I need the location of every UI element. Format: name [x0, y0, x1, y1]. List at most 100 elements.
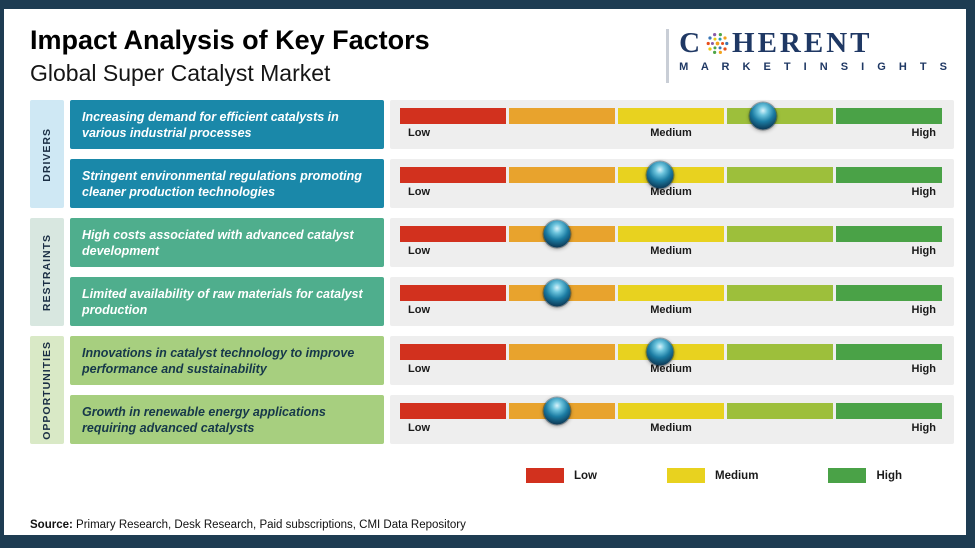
bar-segment: [400, 108, 506, 125]
bar-segment: [836, 285, 942, 302]
impact-marker: [646, 338, 674, 366]
legend-item-high: High: [828, 468, 902, 484]
scale-label-low: Low: [408, 422, 430, 435]
bar-segment: [509, 108, 615, 125]
factor-box: Increasing demand for efficient catalyst…: [70, 100, 384, 150]
bar-segment: [727, 344, 833, 361]
impact-bar-panel: Low High Medium: [390, 159, 954, 209]
bar-segment: [400, 403, 506, 420]
group-label-text: OPPORTUNITIES: [41, 340, 53, 440]
header: Impact Analysis of Key Factors Global Su…: [4, 9, 966, 86]
legend-label: Low: [573, 469, 597, 482]
group-label-restraints: RESTRAINTS: [30, 218, 64, 327]
scale-labels: Low High Medium: [400, 187, 942, 198]
source-text: Primary Research, Desk Research, Paid su…: [72, 519, 466, 531]
logo-text: C: [679, 29, 952, 74]
logo-letter-c: C: [679, 27, 704, 59]
impact-rows-grid: DRIVERS Increasing demand for efficient …: [30, 100, 954, 445]
page-title: Impact Analysis of Key Factors: [30, 25, 430, 55]
scale-label-low: Low: [408, 245, 430, 258]
legend-swatch-high: [828, 468, 867, 484]
dotted-globe-icon: [706, 33, 729, 54]
factor-text: Stringent environmental regulations prom…: [82, 168, 362, 199]
factor-box: Innovations in catalyst technology to im…: [70, 336, 384, 386]
factor-text: Increasing demand for efficient catalyst…: [82, 109, 339, 140]
scale-labels: Low High Medium: [400, 246, 942, 257]
impact-marker: [749, 102, 777, 130]
bar-segment: [618, 285, 724, 302]
scale-label-high: High: [911, 186, 936, 199]
bar-segment: [727, 108, 833, 125]
scale-label-medium: Medium: [650, 245, 692, 258]
logo-wordmark: C: [679, 29, 952, 58]
bar-track: [400, 220, 942, 248]
impact-marker: [543, 397, 571, 425]
scale-label-medium: Medium: [650, 422, 692, 435]
scale-label-high: High: [911, 363, 936, 376]
scale-label-medium: Medium: [650, 127, 692, 140]
scale-label-medium: Medium: [650, 304, 692, 317]
legend-swatch-low: [525, 468, 564, 484]
titles-block: Impact Analysis of Key Factors Global Su…: [30, 25, 430, 86]
impact-marker: [543, 279, 571, 307]
impact-bar-panel: Low High Medium: [390, 218, 954, 268]
scale-label-low: Low: [408, 304, 430, 317]
bar-segment: [836, 403, 942, 420]
factor-text: High costs associated with advanced cata…: [82, 227, 354, 258]
scale-label-high: High: [911, 127, 936, 140]
logo-letters-rest: HERENT: [732, 27, 873, 59]
group-label-drivers: DRIVERS: [30, 100, 64, 209]
logo-tagline: M A R K E T I N S I G H T S: [679, 61, 952, 73]
bar-track: [400, 102, 942, 130]
scale-label-medium: Medium: [650, 363, 692, 376]
scale-labels: Low High Medium: [400, 128, 942, 139]
bar-track: [400, 397, 942, 425]
logo-divider: [666, 29, 670, 83]
factor-box: High costs associated with advanced cata…: [70, 218, 384, 268]
bar-segment: [836, 167, 942, 184]
scale-label-low: Low: [408, 186, 430, 199]
factor-text: Growth in renewable energy applications …: [82, 404, 326, 435]
bar-segment: [618, 403, 724, 420]
legend-swatch-medium: [666, 468, 705, 484]
group-label-text: RESTRAINTS: [41, 233, 53, 311]
scale-labels: Low High Medium: [400, 423, 942, 434]
bar-segment: [509, 167, 615, 184]
scale-label-medium: Medium: [650, 186, 692, 199]
scale-label-high: High: [911, 422, 936, 435]
bar-segment: [836, 226, 942, 243]
source-note: Source: Primary Research, Desk Research,…: [30, 519, 466, 531]
scale-label-high: High: [911, 245, 936, 258]
factor-text: Innovations in catalyst technology to im…: [82, 345, 355, 376]
bar-segment: [727, 167, 833, 184]
factor-box: Growth in renewable energy applications …: [70, 395, 384, 445]
legend-item-medium: Medium: [666, 468, 758, 484]
scale-label-low: Low: [408, 363, 430, 376]
factor-box: Stringent environmental regulations prom…: [70, 159, 384, 209]
factor-text: Limited availability of raw materials fo…: [82, 286, 363, 317]
impact-marker: [646, 161, 674, 189]
scale-labels: Low High Medium: [400, 364, 942, 375]
scale-labels: Low High Medium: [400, 305, 942, 316]
bar-segment: [618, 108, 724, 125]
coherent-logo: C: [666, 29, 952, 83]
bar-segment: [727, 403, 833, 420]
bar-segment: [836, 108, 942, 125]
bar-segment: [618, 226, 724, 243]
bar-segment: [400, 285, 506, 302]
page-subtitle: Global Super Catalyst Market: [30, 60, 331, 87]
scale-label-low: Low: [408, 127, 430, 140]
legend: Low Medium High: [4, 468, 902, 484]
bar-track: [400, 279, 942, 307]
legend-item-low: Low: [525, 468, 597, 484]
impact-bar-panel: Low High Medium: [390, 277, 954, 327]
impact-bar-panel: Low High Medium: [390, 100, 954, 150]
bar-track: [400, 161, 942, 189]
bar-segment: [509, 344, 615, 361]
impact-bar-panel: Low High Medium: [390, 395, 954, 445]
group-label-opportunities: OPPORTUNITIES: [30, 336, 64, 445]
legend-label: High: [876, 469, 902, 482]
bar-segment: [400, 344, 506, 361]
bar-segment: [400, 226, 506, 243]
